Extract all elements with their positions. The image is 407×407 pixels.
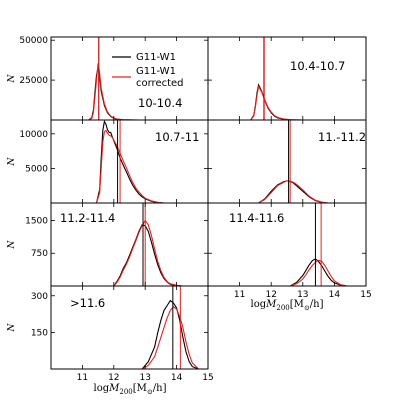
series-red-panel-5 [113,219,183,287]
y-tick-label: 1500 [25,216,48,226]
series-red-panel-2 [250,84,303,121]
panel-frame-6 [207,202,367,287]
series-black-panel-5 [113,224,183,287]
x-tick-label: 12 [265,290,276,300]
panel-label-1: 10-10.4 [138,96,182,110]
panel-frame-7 [50,285,209,370]
legend-label-red-2: corrected [136,78,184,89]
x-tick-label: 14 [171,373,183,383]
x-tick-label: 15 [360,290,371,300]
x-tick-label: 13 [297,290,308,300]
legend-label-red-1: G11-W1 [136,66,176,77]
series-black-panel-4 [258,180,329,204]
series-red-panel-4 [258,180,329,204]
panel-label-3: 10.7-11 [155,130,199,144]
series-red-panel-3 [95,129,165,204]
panel-7: 11 12 13 14 15 150 300 N >11.6 [7,285,214,383]
x-tick-label: 12 [108,373,119,383]
panel-3: 5000 10000 N 10.7-11 [7,119,209,204]
legend: G11-W1 G11-W1 corrected [112,52,184,89]
x-axis-label: logM200[M⊙/h] [94,383,167,396]
y-axis-label: N [7,239,17,249]
panel-4: 11.-11.2 [207,119,367,204]
panel-label-4: 11.-11.2 [318,130,366,144]
series-black-panel-7 [141,299,199,370]
y-tick-label: 10000 [19,130,48,140]
series-red-panel-6 [290,259,348,287]
panels-group: 25000 50000 N 10-10.4 10.4-10.7 5000 10000 N 10.… [7,36,372,383]
x-axis-label: logM200[M⊙/h] [251,299,324,312]
y-tick-label: 50000 [19,36,48,46]
legend-label-black: G11-W1 [136,52,176,63]
y-tick-label: 750 [31,249,48,259]
panel-6: 11 12 13 14 15 11.4-11.6 [207,202,372,300]
y-axis-label: N [7,73,17,83]
x-axis-labels: logM200[M⊙/h] logM200[M⊙/h] [94,299,324,396]
panel-label-7: >11.6 [70,296,105,310]
series-black-panel-2 [250,83,303,121]
y-tick-label: 25000 [19,76,48,86]
x-tick-label: 14 [329,290,341,300]
panel-frame-2 [207,36,367,121]
panel-2: 10.4-10.7 [207,36,367,121]
panel-label-2: 10.4-10.7 [290,59,345,73]
y-axis-label: N [7,156,17,166]
y-tick-label: 300 [31,292,48,302]
series-black-panel-3 [95,119,165,204]
panel-label-5: 11.2-11.4 [60,211,115,225]
x-tick-label: 11 [77,373,88,383]
series-black-panel-6 [289,258,348,287]
x-tick-label: 11 [234,290,245,300]
x-tick-label: 15 [202,373,213,383]
series-red-panel-7 [141,306,199,370]
y-tick-label: 5000 [25,164,48,174]
y-tick-label: 150 [31,328,48,338]
y-axis-label: N [7,322,17,332]
panel-label-6: 11.4-11.6 [229,211,284,225]
panel-5: 750 1500 N 11.2-11.4 [7,202,209,287]
x-tick-label: 13 [139,373,150,383]
panel-frame-1 [50,36,209,121]
